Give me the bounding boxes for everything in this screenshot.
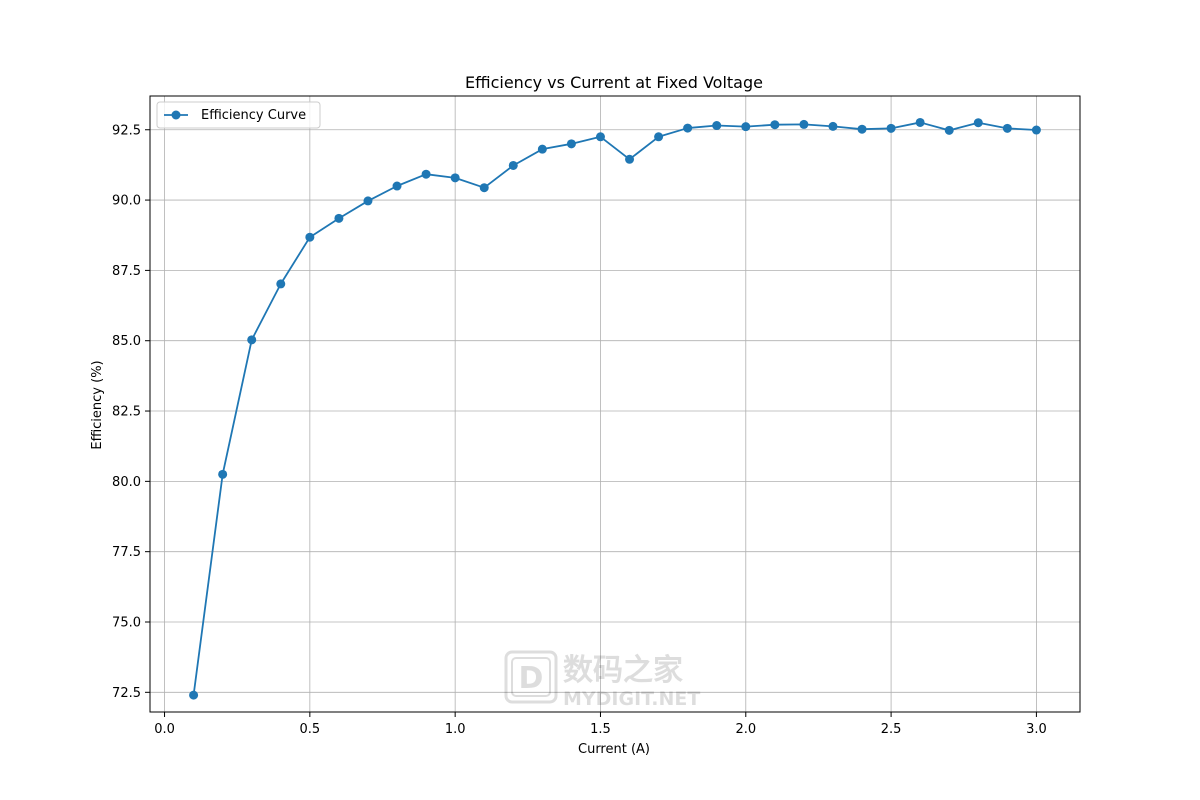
data-point (189, 690, 199, 700)
watermark-logo-letter: D (519, 661, 544, 696)
x-tick-label: 1.0 (445, 722, 466, 737)
grid-lines (150, 96, 1080, 712)
watermark-text-cn: 数码之家 (563, 653, 683, 688)
data-point (857, 124, 867, 134)
watermark: D 数码之家 MYDIGIT.NET (504, 650, 700, 710)
data-point (1002, 123, 1012, 133)
data-point (886, 123, 896, 133)
data-point (508, 160, 518, 170)
x-axis-ticks: 0.0 0.5 1.0 1.5 2.0 2.5 3.0 (154, 712, 1047, 737)
data-point (770, 120, 780, 130)
legend-box (156, 101, 321, 129)
y-tick-label: 75.0 (112, 615, 141, 630)
legend-marker-sample (171, 110, 181, 120)
data-point (973, 118, 983, 128)
legend: Efficiency Curve (156, 101, 321, 129)
data-point (392, 181, 402, 191)
y-tick-label: 92.5 (112, 123, 141, 138)
y-axis-ticks: 72.5 75.0 77.5 80.0 82.5 85.0 87.5 90.0 92.5 (112, 123, 150, 701)
data-point (712, 121, 722, 131)
x-tick-label: 0.5 (300, 722, 321, 737)
y-tick-label: 80.0 (112, 475, 141, 490)
data-point (828, 121, 838, 131)
watermark-logo: D (504, 650, 558, 704)
watermark-text-en: MYDIGIT.NET (563, 688, 700, 710)
axes (149, 95, 1081, 713)
x-tick-label: 2.0 (735, 722, 756, 737)
y-tick-label: 72.5 (112, 686, 141, 701)
data-point (595, 132, 605, 142)
data-point (537, 144, 547, 154)
data-point (276, 279, 286, 289)
data-point (944, 125, 954, 135)
chart-title: Efficiency vs Current at Fixed Voltage (465, 73, 763, 92)
data-point (247, 335, 257, 345)
legend-label: Efficiency Curve (201, 108, 306, 123)
data-point (479, 183, 489, 193)
y-tick-label: 77.5 (112, 545, 141, 560)
series-layer (189, 117, 1041, 700)
data-point (421, 169, 431, 179)
x-tick-label: 3.0 (1026, 722, 1047, 737)
data-point (683, 123, 693, 133)
data-point (334, 213, 344, 223)
y-tick-label: 87.5 (112, 264, 141, 279)
data-point (654, 132, 664, 142)
x-tick-label: 2.5 (881, 722, 902, 737)
y-tick-label: 82.5 (112, 405, 141, 420)
plot-frame (149, 95, 1081, 713)
data-point (741, 122, 751, 132)
series-line-0 (192, 121, 1037, 696)
data-point (450, 173, 460, 183)
y-axis-label: Efficiency (%) (90, 360, 105, 449)
data-point (1031, 125, 1041, 135)
x-axis-label: Current (A) (578, 742, 650, 757)
data-point (799, 119, 809, 129)
data-point (363, 196, 373, 206)
y-tick-label: 85.0 (112, 334, 141, 349)
x-tick-label: 1.5 (590, 722, 611, 737)
data-point (625, 154, 635, 164)
data-point (305, 232, 315, 242)
x-tick-label: 0.0 (154, 722, 175, 737)
data-point (218, 469, 228, 479)
data-point (566, 139, 576, 149)
y-tick-label: 90.0 (112, 194, 141, 209)
data-point (915, 117, 925, 127)
